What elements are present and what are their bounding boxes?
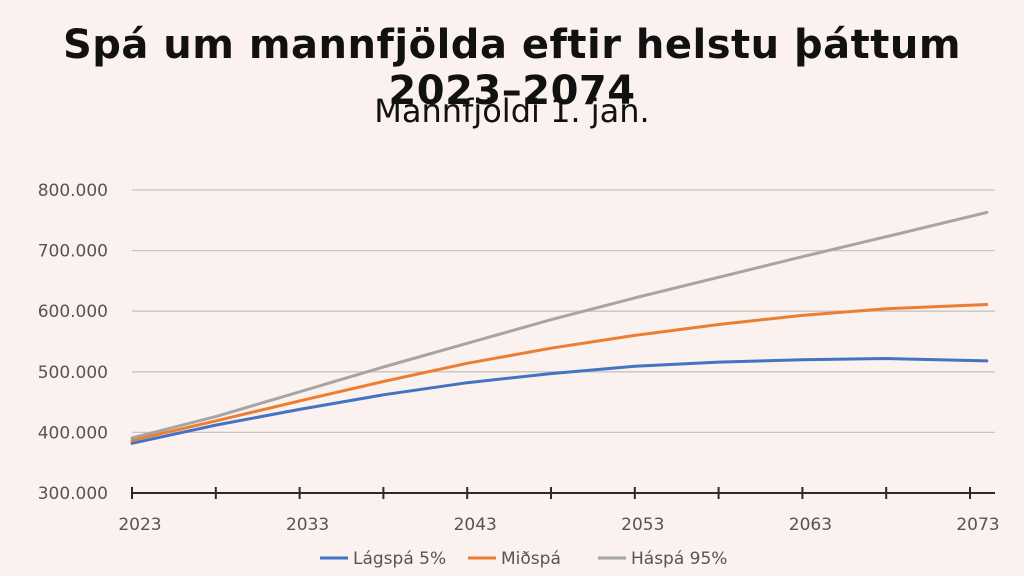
x-axis — [131, 487, 995, 499]
chart-subtitle: Mannfjöldi 1. jan. — [374, 92, 650, 130]
y-tick-label: 300.000 — [38, 484, 108, 504]
y-tick-label: 400.000 — [38, 423, 108, 443]
y-tick-label: 500.000 — [38, 363, 108, 383]
x-axis-tick-labels: 2023 2033 2043 2053 2063 2073 — [118, 515, 999, 535]
legend: Lágspá 5% Miðspá Háspá 95% — [320, 549, 727, 569]
x-tick-label: 2033 — [286, 515, 329, 535]
y-axis-tick-labels: 300.000 400.000 500.000 600.000 700.000 800.0… — [38, 181, 108, 504]
series-line-0 — [130, 357, 989, 445]
series-line-1 — [130, 303, 989, 442]
y-tick-label: 700.000 — [38, 242, 108, 262]
x-tick-label: 2023 — [118, 515, 161, 535]
legend-label: Háspá 95% — [631, 549, 727, 569]
legend-label: Miðspá — [501, 549, 561, 569]
y-tick-label: 800.000 — [38, 181, 108, 201]
series-lines — [130, 210, 989, 445]
x-tick-label: 2063 — [789, 515, 832, 535]
chart-title: Spá um mannfjölda eftir helstu þáttum 20… — [62, 22, 962, 114]
x-tick-label: 2053 — [621, 515, 664, 535]
y-tick-label: 600.000 — [38, 302, 108, 322]
x-tick-label: 2043 — [454, 515, 497, 535]
legend-label: Lágspá 5% — [353, 549, 446, 569]
x-tick-label: 2073 — [956, 515, 999, 535]
series-line-2 — [130, 210, 989, 440]
